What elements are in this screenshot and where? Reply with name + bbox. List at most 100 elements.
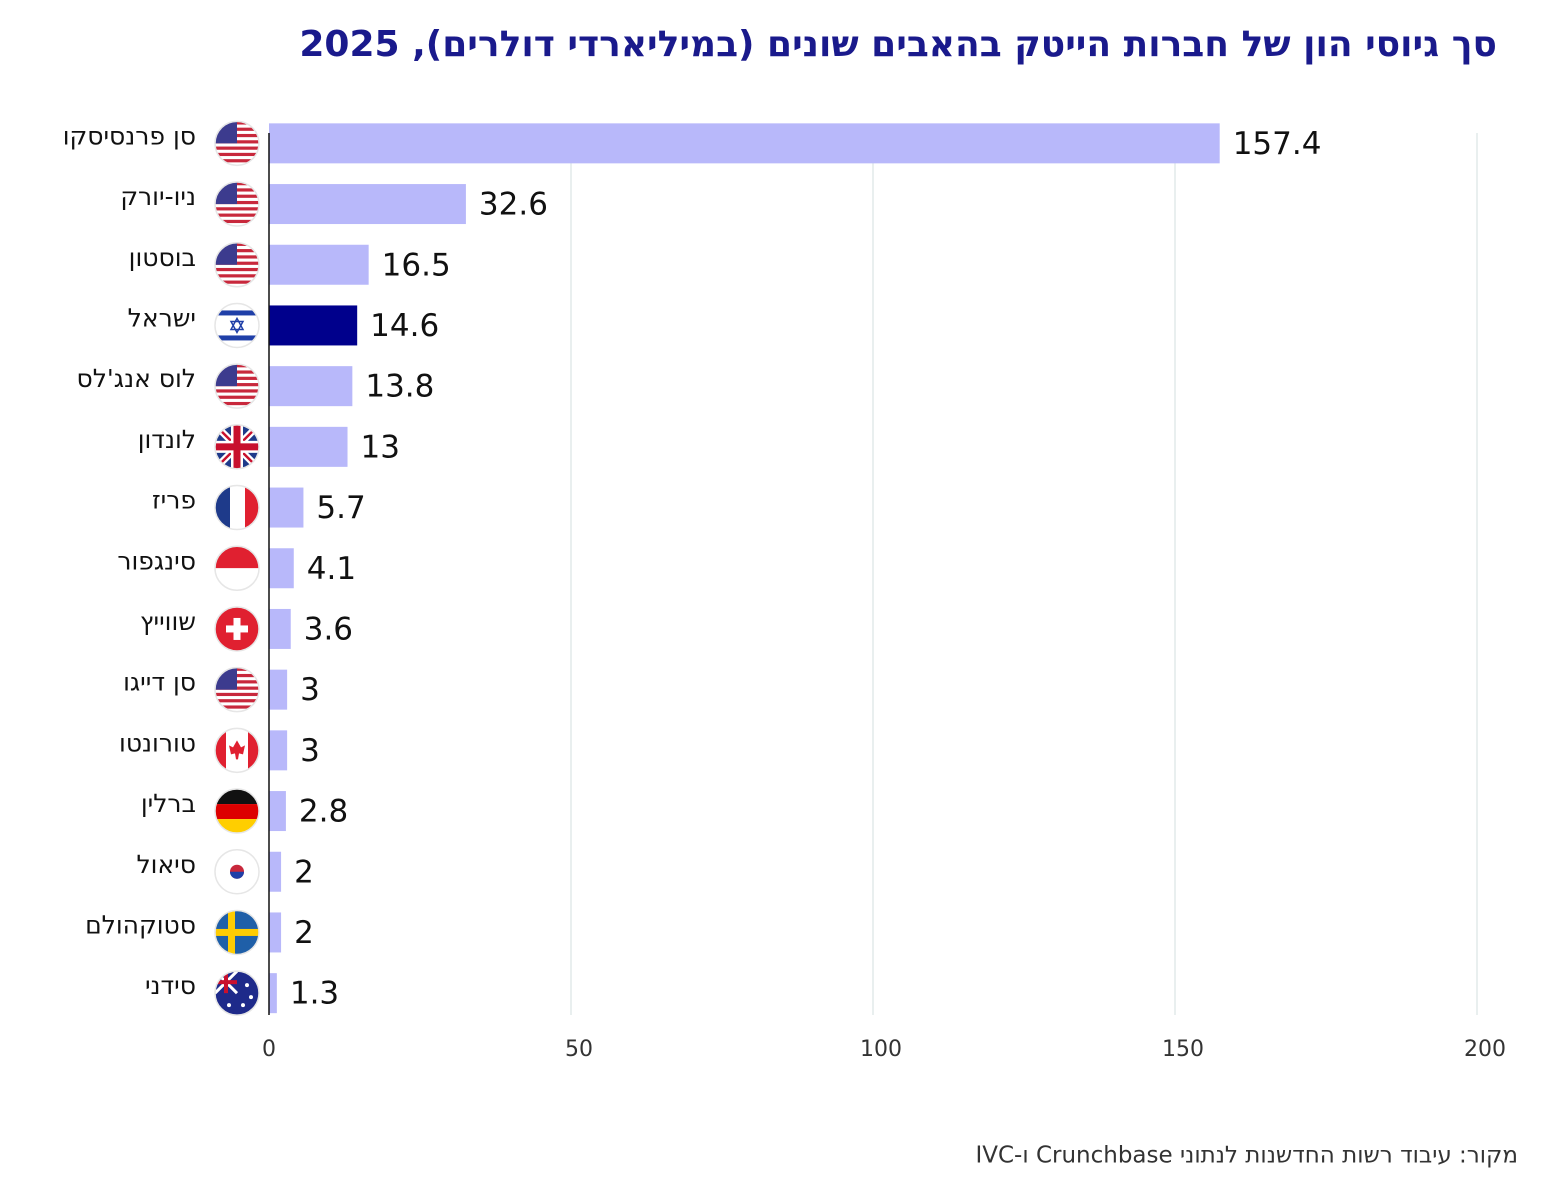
source-note: מקור: עיבוד רשות החדשנות לנתוני Crunchba… <box>975 1143 1518 1169</box>
bar <box>269 973 277 1014</box>
flag-icon <box>214 484 260 531</box>
flag-part <box>245 983 249 988</box>
bar <box>269 669 288 710</box>
flag-body <box>215 606 259 651</box>
flag-part <box>215 928 259 936</box>
value-label: 3 <box>300 672 320 708</box>
flag-part <box>215 692 259 697</box>
flag-part <box>215 207 259 211</box>
y-tick-label: ניו-יורק <box>120 182 196 211</box>
y-tick-label: לונדון <box>138 425 196 454</box>
flag-body <box>215 910 259 955</box>
y-tick-label: סיאול <box>136 850 196 879</box>
value-label: 3 <box>300 733 320 769</box>
flag-part <box>215 274 259 278</box>
flag-part <box>215 152 259 157</box>
value-label: 32.6 <box>479 187 548 223</box>
x-tick-label: 0 <box>262 1037 276 1062</box>
flag-ring <box>214 120 260 167</box>
bar <box>269 791 286 832</box>
flag-ring <box>214 484 260 531</box>
y-tick-label: ישראל <box>128 303 196 332</box>
y-tick-label: לוס אנג'לס <box>76 364 196 393</box>
y-tick-label: סידני <box>145 971 196 1000</box>
bar <box>269 123 1220 164</box>
value-label: 16.5 <box>382 247 451 283</box>
bar <box>269 487 304 528</box>
flag-part <box>226 625 248 633</box>
flag-part <box>215 728 226 773</box>
flag-icon <box>214 788 260 834</box>
flag-icon <box>214 545 260 591</box>
flag-icon <box>214 424 260 470</box>
flag-icon <box>214 606 260 652</box>
flag-part <box>215 485 230 530</box>
flag-part <box>215 146 259 150</box>
flag-part <box>215 219 259 224</box>
flag-part <box>215 395 259 399</box>
flag-part <box>215 389 259 393</box>
flag-part <box>215 546 259 569</box>
value-label: 13 <box>361 429 400 465</box>
flag-ring <box>214 788 260 834</box>
flag-part <box>215 280 259 284</box>
value-label: 14.6 <box>370 308 439 344</box>
bar <box>269 912 282 953</box>
value-label: 2 <box>294 915 314 951</box>
flag-body <box>215 303 259 348</box>
flag-icon <box>214 181 260 227</box>
flag-body <box>215 364 259 409</box>
value-label: 2 <box>294 854 314 890</box>
flag-part <box>224 971 228 994</box>
flag-ring <box>214 181 260 227</box>
flag-icon <box>214 727 260 774</box>
bar <box>269 548 294 589</box>
flag-part <box>215 568 259 591</box>
flag-part <box>215 267 259 272</box>
flag-part <box>241 1003 245 1008</box>
flag-icon <box>214 302 260 349</box>
y-tick-label: סינגפור <box>117 546 196 575</box>
flag-body <box>215 485 259 530</box>
bar <box>269 608 291 649</box>
flag-ring <box>214 424 260 470</box>
y-tick-label: ברלין <box>141 789 196 818</box>
flag-icon <box>214 363 260 409</box>
flag-ring <box>214 970 260 1016</box>
flag-part <box>249 995 253 1000</box>
flag-ring <box>214 545 260 591</box>
flag-body <box>215 971 259 1016</box>
flag-part <box>215 699 259 703</box>
flag-part <box>233 424 241 469</box>
y-tick-label: פריז <box>152 486 196 515</box>
flag-part <box>228 910 235 955</box>
value-label: 157.4 <box>1233 126 1322 162</box>
bar <box>269 851 282 892</box>
bar <box>269 426 348 467</box>
value-label: 13.8 <box>365 369 434 405</box>
flag-body <box>215 546 259 591</box>
x-tick-label: 100 <box>860 1037 902 1062</box>
flag-body <box>215 667 259 712</box>
flag-part <box>229 740 245 760</box>
value-label: 1.3 <box>290 976 339 1012</box>
flag-ring <box>214 242 260 288</box>
x-tick-label: 200 <box>1464 1037 1506 1062</box>
y-tick-label: שווייץ <box>140 607 196 636</box>
flag-body <box>215 728 259 773</box>
bar <box>269 366 353 407</box>
value-label: 5.7 <box>316 490 365 526</box>
flag-part <box>248 728 259 773</box>
flag-ring <box>214 302 260 349</box>
flag-part <box>229 316 245 335</box>
value-label: 2.8 <box>299 794 348 830</box>
flag-part <box>215 804 259 820</box>
y-tick-label: בוסטון <box>129 243 196 272</box>
flag-ring <box>214 727 260 774</box>
flag-icon <box>214 242 260 288</box>
flag-part <box>215 705 259 709</box>
flag-part <box>215 335 259 341</box>
x-tick-label: 50 <box>565 1037 593 1062</box>
flag-body <box>215 424 259 469</box>
